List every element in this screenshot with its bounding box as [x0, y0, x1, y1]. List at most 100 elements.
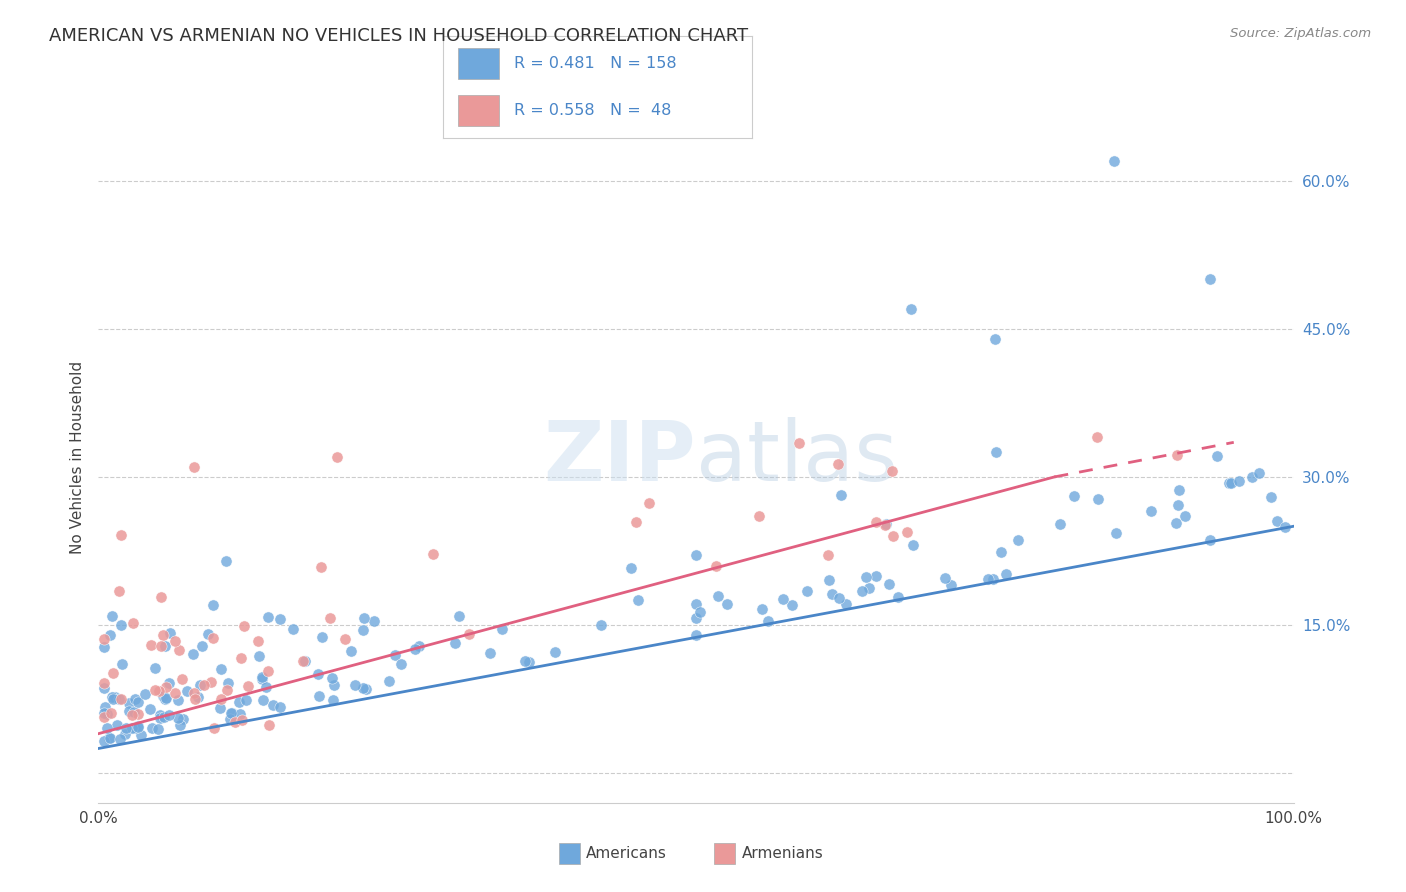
Point	[685, 610, 707, 624]
Point	[333, 632, 356, 646]
Point	[830, 488, 852, 502]
Point	[309, 559, 332, 574]
Point	[197, 627, 219, 641]
Point	[262, 698, 284, 712]
Point	[172, 712, 194, 726]
Point	[228, 695, 250, 709]
Point	[219, 712, 242, 726]
Point	[900, 301, 922, 316]
Point	[247, 634, 270, 648]
FancyBboxPatch shape	[558, 843, 581, 863]
Point	[591, 617, 613, 632]
Point	[157, 676, 180, 690]
Point	[986, 444, 1008, 458]
Point	[191, 639, 214, 653]
Point	[157, 707, 180, 722]
Point	[93, 640, 115, 655]
Point	[1167, 483, 1189, 497]
Point	[108, 691, 131, 706]
Point	[202, 721, 225, 735]
Point	[1063, 489, 1085, 503]
Point	[184, 691, 207, 706]
Point	[292, 654, 315, 668]
Point	[254, 680, 277, 694]
Point	[704, 558, 727, 573]
Point	[110, 618, 132, 632]
Point	[181, 647, 204, 661]
Point	[169, 717, 191, 731]
Point	[1007, 533, 1029, 547]
Point	[114, 726, 136, 740]
Point	[1240, 469, 1263, 483]
Point	[318, 611, 340, 625]
Point	[224, 715, 246, 730]
Point	[751, 601, 773, 615]
Point	[685, 597, 707, 611]
Point	[269, 700, 291, 714]
Point	[685, 628, 707, 642]
Point	[93, 710, 115, 724]
Point	[129, 728, 152, 742]
Point	[166, 693, 188, 707]
Point	[118, 705, 141, 719]
Point	[1199, 533, 1222, 548]
Point	[855, 570, 877, 584]
Point	[134, 687, 156, 701]
Point	[141, 721, 163, 735]
Point	[96, 706, 118, 721]
Point	[294, 654, 316, 668]
Point	[990, 545, 1012, 559]
Point	[354, 681, 377, 696]
Point	[782, 599, 804, 613]
Point	[209, 701, 232, 715]
Point	[143, 683, 166, 698]
Point	[858, 581, 880, 595]
Point	[685, 548, 707, 562]
Point	[104, 690, 127, 705]
Point	[149, 711, 172, 725]
Point	[353, 611, 375, 625]
Point	[96, 722, 118, 736]
Y-axis label: No Vehicles in Household: No Vehicles in Household	[69, 360, 84, 554]
Point	[93, 632, 115, 647]
Point	[404, 642, 426, 657]
Point	[896, 525, 918, 540]
Point	[1220, 475, 1243, 490]
Point	[152, 689, 174, 703]
Point	[1140, 504, 1163, 518]
Point	[821, 587, 844, 601]
FancyBboxPatch shape	[458, 95, 499, 126]
FancyBboxPatch shape	[714, 843, 735, 863]
Point	[165, 634, 187, 648]
Point	[772, 592, 794, 607]
Point	[1087, 492, 1109, 507]
Text: AMERICAN VS ARMENIAN NO VEHICLES IN HOUSEHOLD CORRELATION CHART: AMERICAN VS ARMENIAN NO VEHICLES IN HOUS…	[49, 27, 748, 45]
Point	[389, 657, 412, 672]
Point	[269, 612, 291, 626]
Point	[149, 708, 172, 723]
Point	[98, 731, 121, 746]
Point	[984, 332, 1007, 346]
Point	[231, 651, 253, 665]
Point	[363, 614, 385, 628]
Point	[1205, 449, 1227, 463]
Point	[491, 623, 513, 637]
Point	[457, 627, 479, 641]
Point	[544, 645, 567, 659]
Point	[323, 678, 346, 692]
Point	[817, 548, 839, 562]
Point	[311, 630, 333, 644]
Point	[308, 690, 330, 704]
Point	[620, 561, 643, 575]
Point	[408, 639, 430, 653]
FancyBboxPatch shape	[458, 48, 499, 78]
Point	[637, 496, 659, 510]
Point	[110, 692, 132, 706]
Text: ZIP: ZIP	[544, 417, 696, 498]
Point	[384, 648, 406, 662]
Point	[98, 628, 121, 642]
Point	[215, 554, 238, 568]
Point	[941, 578, 963, 592]
Point	[209, 692, 232, 706]
Point	[100, 706, 122, 721]
